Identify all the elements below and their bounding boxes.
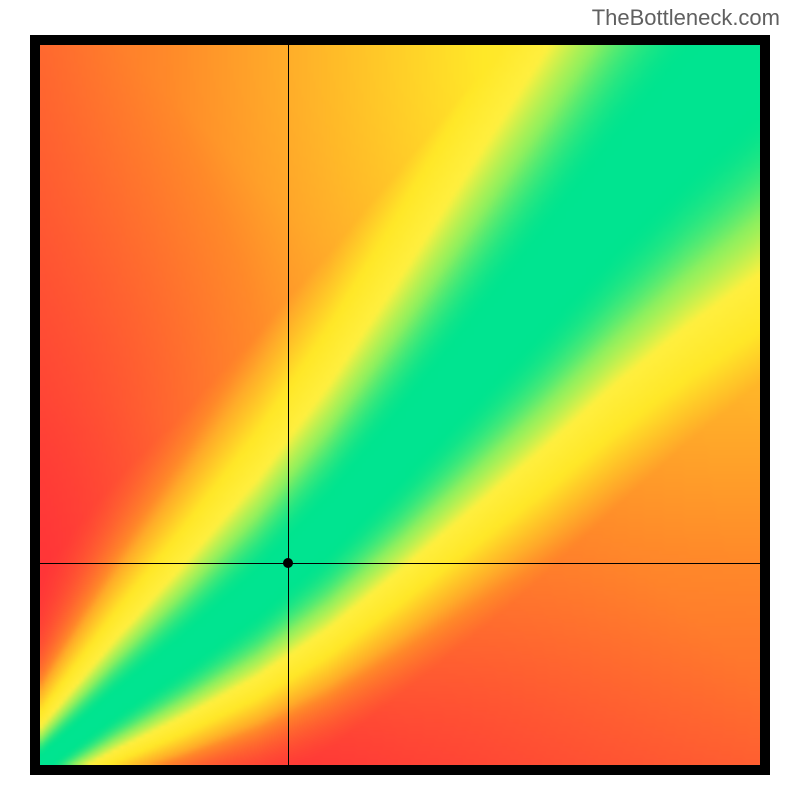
chart-container: TheBottleneck.com (0, 0, 800, 800)
crosshair-marker (283, 558, 293, 568)
plot-frame (30, 35, 770, 775)
crosshair-vertical (288, 45, 289, 765)
plot-inner (40, 45, 760, 765)
heatmap-canvas (40, 45, 760, 765)
crosshair-horizontal (40, 563, 760, 564)
watermark-text: TheBottleneck.com (592, 5, 780, 31)
